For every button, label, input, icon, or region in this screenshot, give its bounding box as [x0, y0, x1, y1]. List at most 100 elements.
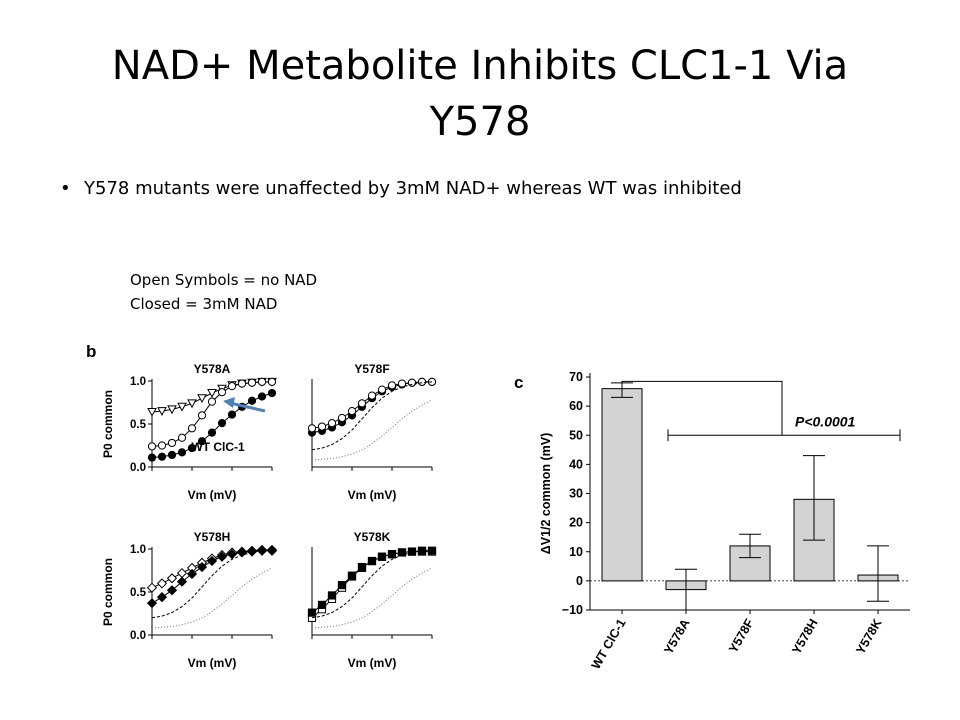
data-point-filled-circle: [217, 419, 227, 428]
y-tick-label: −10: [562, 603, 583, 617]
y-tick-label: 10: [569, 545, 583, 559]
y-tick-label: 40: [569, 457, 583, 471]
y-tick-label: 0.0: [130, 630, 146, 642]
data-point-filled-square: [357, 562, 367, 572]
data-point-open-circle: [387, 381, 397, 390]
y-tick-label: 30: [569, 487, 583, 501]
data-point-filled-diamond: [206, 555, 218, 567]
title-line-2: Y578: [429, 99, 531, 145]
data-point-filled-diamond: [166, 585, 178, 596]
data-point-open-triangle: [157, 407, 167, 416]
line-panel-y578h: Y578H 0.0 0.5 1.0 P0 common Vm (mV): [101, 530, 278, 670]
y-tick-label: 0.5: [130, 419, 147, 431]
symbol-note: Open Symbols = no NAD Closed = 3mM NAD: [130, 268, 317, 316]
data-point-open-circle: [247, 378, 257, 387]
data-point-filled-square: [397, 548, 407, 557]
y-tick-label: 1.0: [130, 544, 146, 556]
data-point-open-circle: [417, 377, 427, 386]
y-axis-label: P0 common: [101, 390, 115, 458]
data-point-filled-circle: [227, 410, 237, 419]
x-axis-label: Vm (mV): [188, 656, 237, 670]
data-point-filled-circle: [187, 443, 197, 453]
y-tick-label: 0: [576, 574, 583, 588]
data-point-filled-square: [367, 556, 377, 566]
data-point-open-diamond: [176, 567, 188, 579]
panel-annotation: WT ClC-1: [191, 440, 245, 454]
data-point-open-triangle: [197, 394, 207, 404]
figure-b: b Y578A 0.0 0.5 1.0 P0 common Vm (mV) WT ClC-1 Y…: [86, 342, 437, 670]
data-point-filled-circle: [157, 452, 167, 461]
data-point-open-triangle: [177, 402, 187, 412]
data-point-open-circle: [177, 433, 187, 442]
data-point-open-triangle: [147, 407, 157, 417]
data-point-open-diamond: [166, 573, 178, 584]
data-point-open-triangle: [167, 405, 177, 415]
dotted-reference-curve: [311, 399, 433, 461]
data-point-open-circle: [377, 385, 387, 394]
data-point-filled-square: [317, 600, 327, 609]
bullet-point: • Y578 mutants were unaffected by 3mM NAD…: [60, 178, 742, 199]
data-point-open-circle: [367, 391, 377, 400]
bullet-text: Y578 mutants were unaffected by 3mM NAD+…: [84, 178, 742, 199]
x-axis-label: Vm (mV): [348, 656, 397, 670]
data-point-filled-circle: [167, 450, 177, 460]
data-point-filled-square: [347, 571, 357, 580]
dashed-reference-curve: [311, 549, 433, 619]
bullet-dot-icon: •: [60, 178, 71, 199]
data-point-filled-circle: [267, 388, 277, 398]
data-point-filled-square: [337, 581, 347, 590]
panel-title: Y578K: [354, 530, 391, 544]
data-point-filled-diamond: [146, 598, 158, 609]
arrow-shaft: [229, 401, 266, 413]
data-point-open-diamond: [146, 582, 158, 593]
panel-title: Y578F: [354, 362, 389, 376]
panel-title: Y578A: [194, 362, 231, 376]
data-point-filled-circle: [177, 448, 187, 457]
data-point-open-circle: [267, 377, 277, 386]
data-point-open-circle: [337, 413, 347, 423]
y-tick-label: 0.5: [130, 587, 147, 599]
significance-bracket: [621, 380, 783, 436]
data-point-filled-circle: [257, 392, 267, 401]
data-point-open-circle: [357, 399, 367, 408]
line-panel-y578k: Y578K Vm (mV): [307, 530, 437, 670]
y-axis-label: ΔV1/2 common (mV): [539, 433, 553, 555]
line-panel-y578a: Y578A 0.0 0.5 1.0 P0 common Vm (mV) WT ClC-1: [101, 362, 277, 502]
panel-label-c: c: [514, 373, 523, 392]
data-point-filled-diamond: [226, 549, 238, 560]
x-tick-label: Y578A: [661, 617, 692, 657]
data-point-open-triangle: [207, 389, 217, 398]
data-point-filled-circle: [247, 396, 257, 405]
data-point-filled-circle: [147, 453, 157, 462]
data-point-filled-square: [387, 550, 397, 559]
data-point-filled-diamond: [266, 545, 278, 556]
y-tick-label: 20: [569, 516, 583, 530]
bar: [601, 388, 643, 582]
panel-label-b: b: [86, 342, 96, 361]
data-point-open-circle: [427, 377, 437, 386]
data-point-open-circle: [307, 424, 317, 433]
data-point-filled-diamond: [236, 547, 248, 558]
y-tick-label: 0.0: [130, 462, 146, 474]
data-point-open-circle: [157, 441, 167, 450]
title-line-1: NAD+ Metabolite Inhibits CLC1-1 Via: [111, 43, 849, 89]
dashed-reference-curve: [151, 549, 273, 619]
y-tick-label: 1.0: [130, 376, 146, 388]
data-point-filled-square: [377, 552, 387, 561]
data-point-filled-diamond: [246, 546, 258, 557]
data-point-filled-square: [307, 608, 317, 617]
data-point-open-circle: [167, 438, 177, 448]
data-point-open-circle: [227, 382, 237, 391]
p-value-annotation: P<0.0001: [795, 413, 856, 429]
data-point-open-diamond: [156, 578, 168, 589]
data-point-open-circle: [257, 377, 267, 386]
data-point-open-triangle: [187, 399, 197, 409]
data-point-filled-diamond: [156, 592, 168, 603]
x-tick-label: Y578H: [789, 617, 820, 657]
data-point-filled-diamond: [186, 568, 198, 580]
data-point-filled-square: [327, 591, 337, 600]
arrow-icon: [223, 397, 235, 408]
dotted-reference-curve: [311, 567, 433, 629]
x-tick-label: WT ClC-1: [589, 616, 629, 671]
note-closed-symbols: Closed = 3mM NAD: [130, 295, 278, 313]
